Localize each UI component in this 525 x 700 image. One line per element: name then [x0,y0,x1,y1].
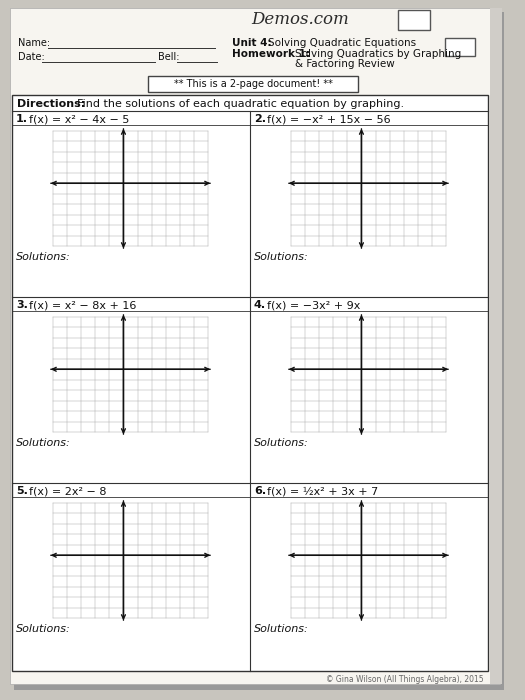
Text: Solutions:: Solutions: [16,252,71,262]
Text: Solving Quadratic Equations: Solving Quadratic Equations [268,38,416,48]
FancyBboxPatch shape [14,12,504,690]
Text: ** This is a 2-page document! **: ** This is a 2-page document! ** [174,79,332,89]
FancyBboxPatch shape [53,317,208,432]
Text: f(x) = ½x² + 3x + 7: f(x) = ½x² + 3x + 7 [267,486,378,496]
Text: f(x) = −3x² + 9x: f(x) = −3x² + 9x [267,300,360,310]
Text: Solutions:: Solutions: [254,252,309,262]
Text: 3.: 3. [16,300,28,310]
Text: Solutions:: Solutions: [16,624,71,634]
Text: Find the solutions of each quadratic equation by graphing.: Find the solutions of each quadratic equ… [70,99,404,109]
Text: Date:: Date: [18,52,45,62]
FancyBboxPatch shape [53,503,208,618]
FancyBboxPatch shape [53,131,208,246]
FancyBboxPatch shape [490,8,502,684]
Text: 4.: 4. [254,300,266,310]
Text: f(x) = x² − 4x − 5: f(x) = x² − 4x − 5 [29,114,129,124]
Text: f(x) = x² − 8x + 16: f(x) = x² − 8x + 16 [29,300,136,310]
Text: Demos.com: Demos.com [251,11,349,28]
FancyBboxPatch shape [148,76,358,92]
FancyBboxPatch shape [10,8,500,684]
Text: Solutions:: Solutions: [254,624,309,634]
Text: 1.: 1. [16,114,28,124]
FancyBboxPatch shape [398,10,430,30]
Text: Unit 4:: Unit 4: [232,38,271,48]
FancyBboxPatch shape [12,95,488,671]
Text: f(x) = 2x² − 8: f(x) = 2x² − 8 [29,486,107,496]
Text: Homework 1:: Homework 1: [232,49,310,59]
Text: Solutions:: Solutions: [16,438,71,448]
Text: Directions:: Directions: [17,99,85,109]
FancyBboxPatch shape [291,503,446,618]
Text: Solving Quadratics by Graphing: Solving Quadratics by Graphing [295,49,461,59]
Text: & Factoring Review: & Factoring Review [295,59,395,69]
Text: Name:: Name: [18,38,50,48]
FancyBboxPatch shape [445,38,475,56]
Text: © Gina Wilson (All Things Algebra), 2015: © Gina Wilson (All Things Algebra), 2015 [327,675,484,684]
Text: 2.: 2. [254,114,266,124]
Text: Bell:: Bell: [158,52,180,62]
Text: f(x) = −x² + 15x − 56: f(x) = −x² + 15x − 56 [267,114,391,124]
Text: Solutions:: Solutions: [254,438,309,448]
FancyBboxPatch shape [291,317,446,432]
FancyBboxPatch shape [291,131,446,246]
Text: 6.: 6. [254,486,266,496]
Text: 5.: 5. [16,486,28,496]
